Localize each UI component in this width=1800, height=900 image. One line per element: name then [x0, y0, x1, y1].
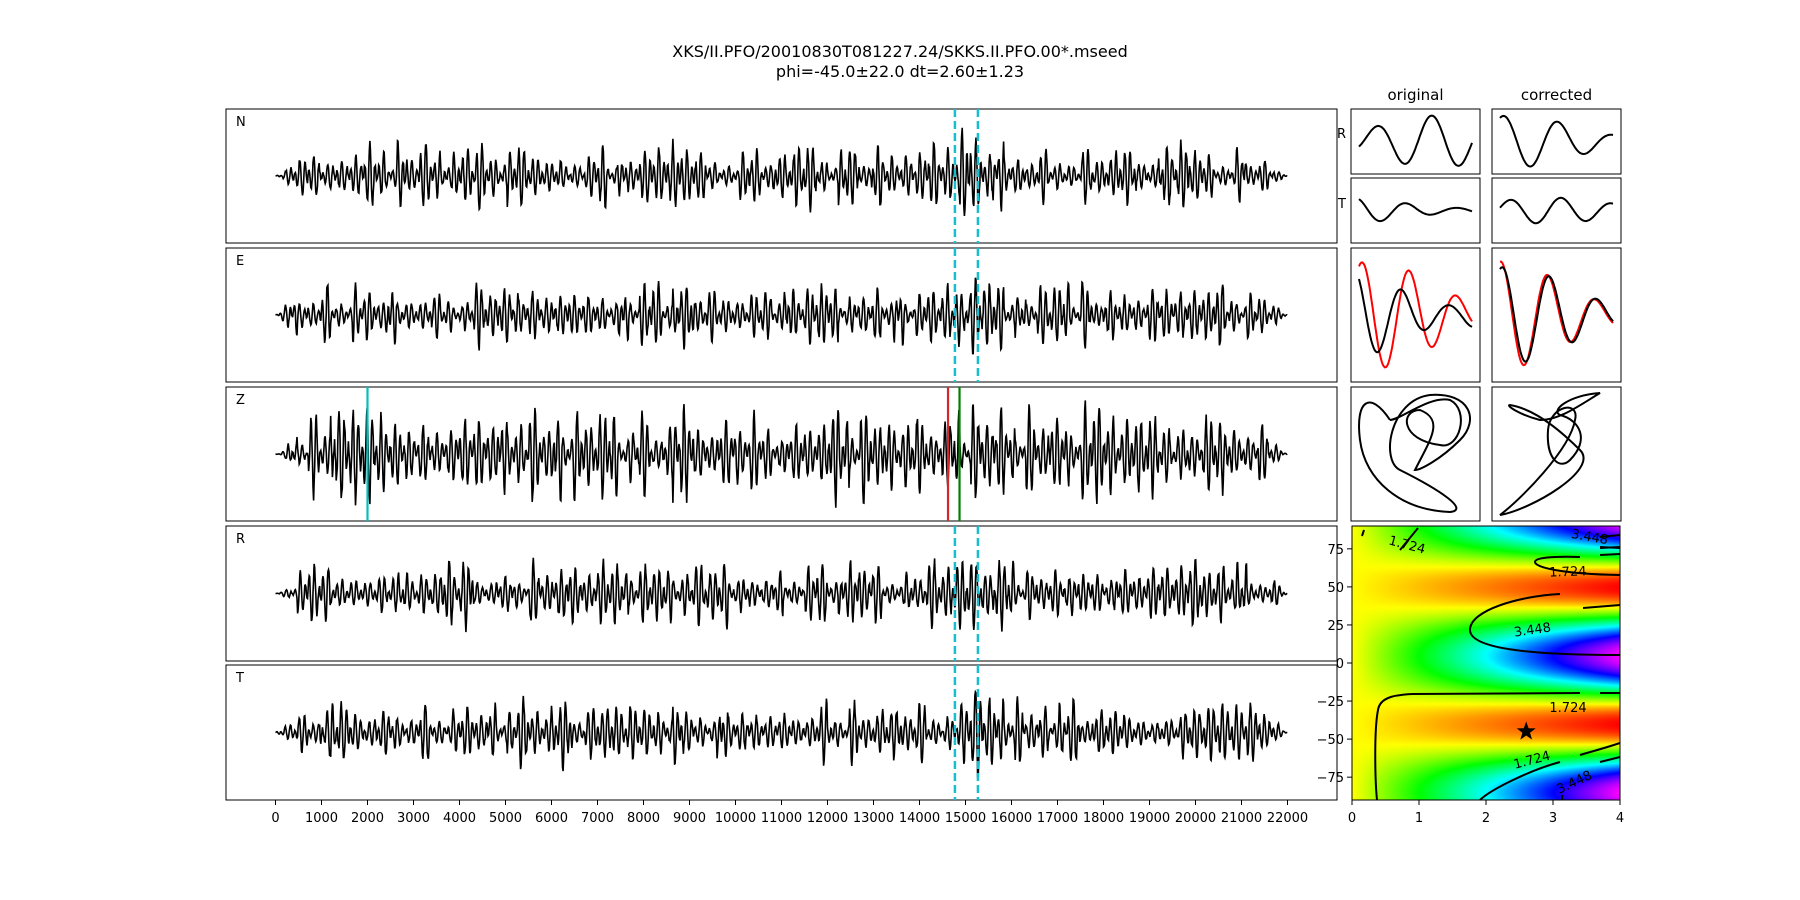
contour-line [1411, 692, 1581, 695]
contour-line [1399, 527, 1419, 551]
waveform-R [275, 557, 1288, 633]
contour-line [1533, 555, 1621, 576]
column-title-corrected: corrected [1521, 86, 1592, 104]
x-tick-label: 2000 [351, 811, 384, 826]
transverse-waveform [1499, 196, 1614, 225]
x-tick-label: 8000 [627, 811, 660, 826]
contour-line [1599, 546, 1621, 549]
best-fit-star-icon [1516, 721, 1536, 740]
plot-title: XKS/II.PFO/20010830T081227.24/SKKS.II.PF… [672, 42, 1128, 61]
x-tick-label: 0 [271, 811, 279, 826]
slow-waveform [1358, 278, 1473, 354]
x-tick-label: 22000 [1267, 811, 1308, 826]
x-tick-label: 11000 [761, 811, 802, 826]
component-panel [1350, 247, 1481, 383]
trace-label-N: N [236, 115, 246, 130]
x-tick-label: 1000 [305, 811, 338, 826]
waveform-N [275, 127, 1288, 216]
contour-line [1599, 756, 1621, 763]
trace-panel-N [225, 108, 1338, 244]
fast-waveform [1500, 260, 1614, 367]
radial-waveform [1499, 114, 1614, 168]
x-tick-label: 19000 [1129, 811, 1170, 826]
component-panel [1350, 386, 1481, 522]
x-tick-label: 18000 [1083, 811, 1124, 826]
heatmap-y-tick-label: 0 [1336, 657, 1344, 672]
x-tick-label: 13000 [853, 811, 894, 826]
waveform-Z [275, 400, 1288, 508]
component-panel [1350, 108, 1481, 175]
row-label-R: R [1337, 127, 1346, 142]
contour-label-3.448: 3.448 [1513, 621, 1552, 641]
contour-label-1.724: 1.724 [1512, 749, 1552, 773]
contour-label-1.724: 1.724 [1387, 534, 1427, 558]
radial-waveform [1358, 114, 1473, 167]
contour-line [1579, 742, 1621, 756]
component-panel [1491, 386, 1622, 522]
heatmap-y-tick-label: 25 [1327, 619, 1344, 634]
row-label-T: T [1337, 197, 1346, 212]
trace-label-R: R [236, 532, 245, 547]
x-tick-label: 15000 [945, 811, 986, 826]
x-tick-label: 7000 [581, 811, 614, 826]
x-tick-label: 12000 [807, 811, 848, 826]
contour-label-3.448: 3.448 [1554, 768, 1594, 797]
x-tick-label: 3000 [397, 811, 430, 826]
x-tick-label: 14000 [899, 811, 940, 826]
contour-line [1361, 529, 1365, 537]
fast-waveform [1358, 261, 1473, 369]
component-panel [1350, 177, 1481, 244]
x-tick-label: 6000 [535, 811, 568, 826]
x-tick-label: 17000 [1037, 811, 1078, 826]
heatmap-y-tick-label: 50 [1327, 581, 1344, 596]
contour-label-3.448: 3.448 [1570, 527, 1609, 548]
heatmap-x-tick-label: 4 [1616, 811, 1624, 826]
heatmap-y-tick-label: −25 [1317, 695, 1344, 710]
particle-motion-corrected [1499, 392, 1601, 516]
trace-label-E: E [236, 254, 244, 269]
plot-subtitle: phi=-45.0±22.0 dt=2.60±1.23 [775, 62, 1025, 81]
x-tick-label: 20000 [1175, 811, 1216, 826]
component-panel [1491, 108, 1622, 175]
column-title-original: original [1387, 86, 1443, 104]
x-tick-label: 4000 [443, 811, 476, 826]
contour-label-1.724: 1.724 [1549, 564, 1587, 580]
contour-line [1582, 604, 1621, 609]
x-tick-label: 5000 [489, 811, 522, 826]
misfit-heatmap [1352, 526, 1620, 800]
trace-label-Z: Z [236, 393, 245, 408]
waveform-T [275, 689, 1288, 781]
contour-line [1468, 593, 1621, 656]
heatmap-y-tick-label: 75 [1327, 543, 1344, 558]
contour-label-1.724: 1.724 [1549, 701, 1586, 716]
trace-panel-Z [225, 386, 1338, 522]
x-tick-label: 16000 [991, 811, 1032, 826]
trace-panel-E [225, 247, 1338, 383]
component-panel [1491, 177, 1622, 244]
trace-label-T: T [235, 671, 244, 686]
contour-line [1479, 761, 1561, 801]
slow-waveform [1499, 266, 1614, 363]
heatmap-y-tick-label: −50 [1317, 733, 1344, 748]
x-tick-label: 9000 [673, 811, 706, 826]
heatmap-x-tick-label: 1 [1415, 811, 1423, 826]
trace-panel-R [225, 525, 1338, 662]
waveform-E [275, 277, 1288, 355]
heatmap-x-tick-label: 3 [1549, 811, 1557, 826]
contour-line [1374, 693, 1413, 801]
x-tick-label: 21000 [1221, 811, 1262, 826]
particle-motion-original [1358, 393, 1471, 514]
x-tick-label: 10000 [715, 811, 756, 826]
transverse-waveform [1358, 198, 1473, 223]
heatmap-y-tick-label: −75 [1317, 771, 1344, 786]
heatmap-x-tick-label: 2 [1482, 811, 1490, 826]
contour-line [1599, 553, 1621, 556]
heatmap-x-tick-label: 0 [1348, 811, 1356, 826]
contour-line [1599, 534, 1621, 538]
component-panel [1491, 247, 1622, 383]
